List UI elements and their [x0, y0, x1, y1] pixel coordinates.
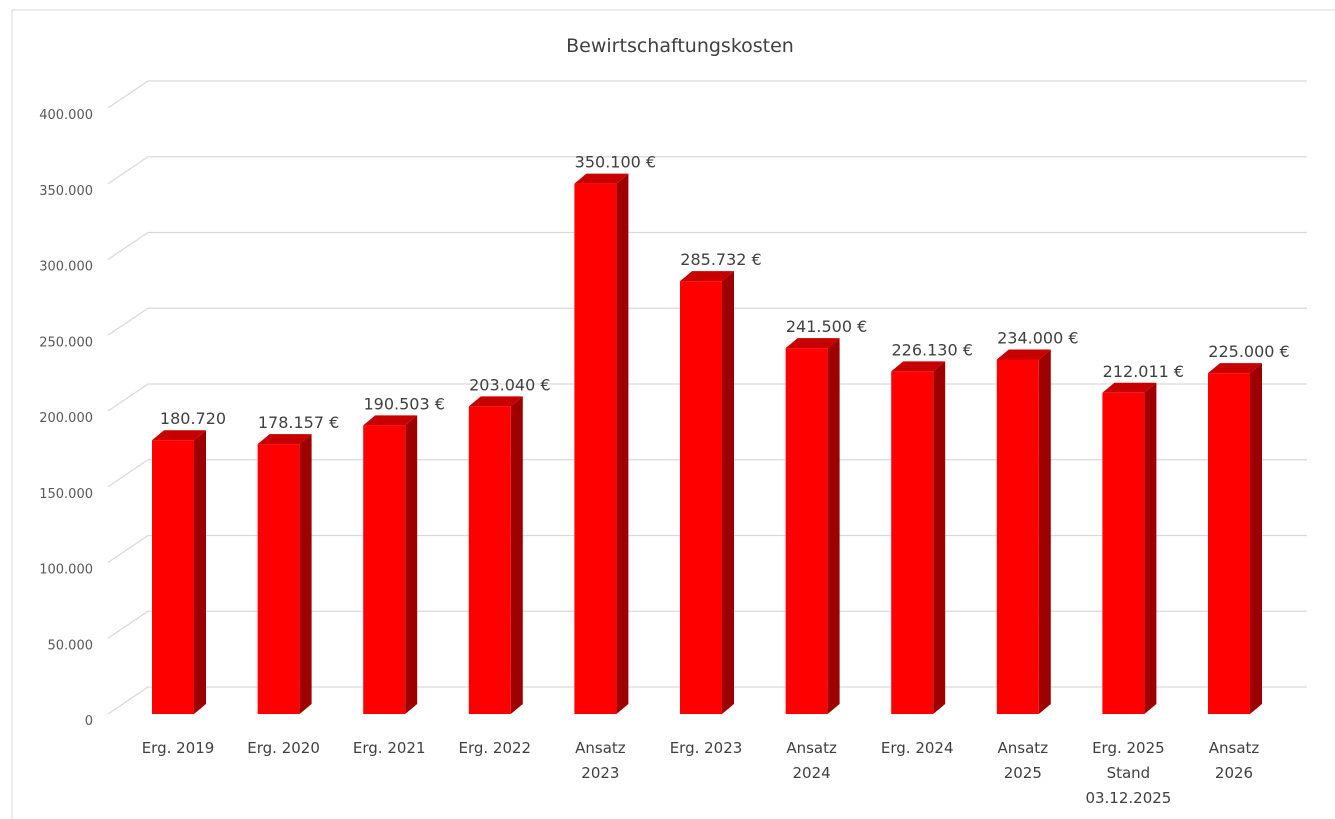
- y-tick-label: 350.000: [39, 184, 93, 199]
- bar: [785, 338, 840, 714]
- x-tick-label: 2026: [1215, 764, 1253, 782]
- x-tick-label: Erg. 2019: [142, 739, 215, 757]
- bar: [363, 415, 418, 714]
- bar-front: [152, 440, 194, 714]
- grid-line: [107, 156, 1307, 185]
- bar-side: [616, 173, 629, 714]
- bar: [680, 271, 734, 714]
- bar-front: [891, 371, 934, 714]
- bar-side: [933, 361, 946, 714]
- x-tick-label: Erg. 2021: [353, 739, 426, 757]
- value-label: 178.157 €: [258, 413, 339, 432]
- bar: [257, 434, 312, 714]
- x-tick-label: Ansatz: [786, 739, 837, 757]
- y-tick-label: 200.000: [39, 411, 93, 426]
- bar-side: [722, 271, 734, 714]
- bar-front: [363, 425, 406, 714]
- bar-top: [363, 415, 418, 426]
- x-tick-label: Ansatz: [998, 739, 1049, 757]
- x-tick-label: 2023: [581, 764, 619, 782]
- bar-side: [827, 338, 840, 714]
- x-tick-label: Erg. 2022: [458, 739, 531, 757]
- bar: [468, 396, 523, 714]
- chart-title: Bewirtschaftungskosten: [566, 35, 794, 57]
- bar: [574, 173, 629, 714]
- bar-top: [1102, 382, 1157, 393]
- value-label: 234.000 €: [997, 328, 1078, 347]
- y-tick-label: 300.000: [39, 260, 93, 275]
- value-label: 212.011 €: [1103, 362, 1184, 381]
- value-label: 190.503 €: [363, 394, 444, 413]
- bar-side: [194, 430, 206, 714]
- grid-line: [107, 80, 1307, 109]
- value-label: 225.000 €: [1208, 342, 1289, 361]
- x-tick-label: 2024: [793, 764, 831, 782]
- bar-front: [574, 183, 617, 714]
- bar: [1208, 363, 1262, 714]
- bar-front: [257, 444, 300, 714]
- bar-side: [299, 434, 312, 714]
- bar-top: [152, 430, 206, 441]
- y-tick-label: 150.000: [39, 487, 93, 502]
- grid-line: [107, 307, 1307, 336]
- bar-side: [1144, 382, 1157, 714]
- value-label: 350.100 €: [575, 153, 656, 172]
- bar-side: [1038, 349, 1051, 714]
- grid-line: [107, 231, 1307, 261]
- bar-top: [680, 271, 734, 282]
- value-label: 203.040 €: [469, 375, 550, 394]
- bar-front: [996, 359, 1039, 714]
- bar-side: [1250, 363, 1262, 714]
- x-tick-label: Erg. 2020: [247, 739, 320, 757]
- bar: [891, 361, 946, 714]
- y-tick-label: 0: [85, 714, 93, 729]
- bar-top: [996, 349, 1051, 360]
- bar-top: [891, 361, 946, 372]
- x-tick-label: Ansatz: [575, 739, 626, 757]
- value-label: 241.500 €: [786, 317, 867, 336]
- bar-top: [257, 434, 312, 445]
- bar-front: [785, 348, 828, 714]
- bar-front: [468, 406, 511, 714]
- x-tick-label: 03.12.2025: [1085, 789, 1171, 807]
- x-tick-label: Erg. 2023: [670, 739, 743, 757]
- bar: [152, 430, 206, 714]
- bar-side: [510, 396, 523, 714]
- x-tick-label: Ansatz: [1209, 739, 1260, 757]
- x-tick-label: Stand: [1107, 764, 1151, 782]
- bar: [1102, 382, 1157, 714]
- bar-top: [574, 173, 629, 184]
- y-tick-label: 400.000: [39, 108, 93, 123]
- bar-top: [468, 396, 523, 407]
- bar: [996, 349, 1051, 714]
- x-tick-label: Erg. 2024: [881, 739, 954, 757]
- y-tick-label: 50.000: [48, 638, 94, 653]
- x-tick-label: Erg. 2025: [1092, 739, 1165, 757]
- bar-side: [405, 415, 418, 714]
- value-label: 180.720: [160, 409, 226, 428]
- value-label: 226.130 €: [891, 340, 972, 359]
- bar-front: [1208, 373, 1250, 714]
- bar-front: [1102, 392, 1145, 714]
- bar-front: [680, 281, 722, 714]
- bar-top: [785, 338, 840, 349]
- bar-top: [1208, 363, 1262, 374]
- value-label: 285.732 €: [680, 250, 761, 269]
- y-tick-label: 100.000: [39, 563, 93, 578]
- x-tick-label: 2025: [1004, 764, 1042, 782]
- y-tick-label: 250.000: [39, 335, 93, 350]
